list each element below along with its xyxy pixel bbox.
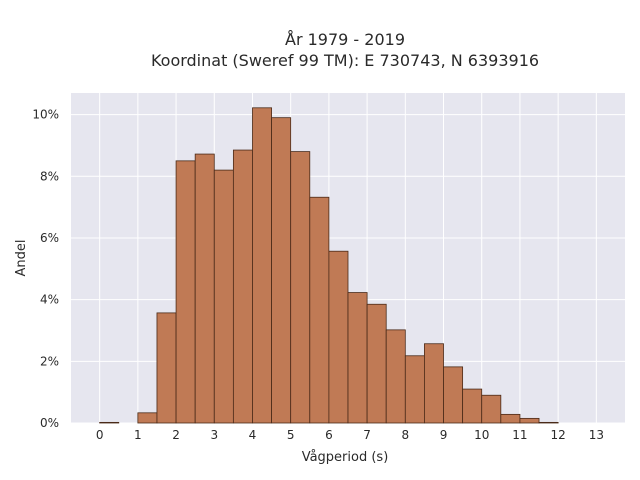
x-tick-label: 8 bbox=[401, 428, 409, 442]
x-tick-label: 3 bbox=[210, 428, 218, 442]
y-tick-label: 0% bbox=[40, 416, 59, 430]
histogram-bar bbox=[175, 160, 196, 424]
x-tick-label: 0 bbox=[96, 428, 104, 442]
histogram-bar bbox=[232, 149, 253, 424]
histogram-bar bbox=[156, 312, 177, 424]
histogram-bar bbox=[252, 107, 272, 424]
x-tick-label: 5 bbox=[287, 428, 295, 442]
histogram-bar bbox=[194, 153, 215, 424]
histogram-bar bbox=[366, 303, 387, 424]
histogram-bar bbox=[347, 292, 368, 424]
y-axis-ticks: 0% 2% 4% 6% 8% 10% bbox=[32, 108, 59, 430]
x-tick-label: 12 bbox=[550, 428, 565, 442]
bars bbox=[99, 107, 559, 424]
histogram-bar bbox=[309, 196, 330, 424]
chart-title-line-2: Koordinat (Sweref 99 TM): E 730743, N 63… bbox=[151, 51, 539, 70]
histogram-bar bbox=[137, 412, 158, 424]
x-axis-ticks: 0 1 2 3 4 5 6 7 8 9 10 11 12 13 bbox=[96, 428, 604, 442]
x-tick-label: 11 bbox=[512, 428, 527, 442]
y-axis-label: Andel bbox=[14, 240, 29, 277]
x-axis-label: Vågperiod (s) bbox=[302, 450, 389, 465]
histogram-bar bbox=[404, 355, 425, 424]
x-tick-label: 10 bbox=[474, 428, 489, 442]
x-tick-label: 9 bbox=[440, 428, 448, 442]
y-tick-label: 6% bbox=[40, 231, 59, 245]
histogram-bar bbox=[99, 421, 120, 424]
histogram-bar bbox=[424, 343, 444, 424]
histogram-bar bbox=[519, 417, 540, 424]
x-tick-label: 4 bbox=[249, 428, 257, 442]
histogram-bar bbox=[385, 329, 406, 424]
histogram-bar bbox=[443, 366, 464, 424]
histogram-bar bbox=[481, 394, 502, 424]
histogram-bar bbox=[500, 413, 521, 424]
histogram-bar bbox=[328, 250, 349, 424]
histogram-bar bbox=[538, 421, 559, 424]
histogram-bar bbox=[271, 117, 292, 424]
histogram-bar bbox=[213, 169, 234, 424]
x-tick-label: 2 bbox=[172, 428, 180, 442]
y-tick-label: 2% bbox=[40, 354, 59, 368]
y-tick-label: 10% bbox=[32, 108, 59, 122]
histogram-bar bbox=[462, 388, 483, 424]
x-tick-label: 1 bbox=[134, 428, 142, 442]
y-tick-label: 4% bbox=[40, 293, 59, 307]
x-tick-label: 6 bbox=[325, 428, 333, 442]
chart-title-line-1: År 1979 - 2019 bbox=[285, 30, 405, 49]
x-tick-label: 7 bbox=[363, 428, 371, 442]
x-tick-label: 13 bbox=[589, 428, 604, 442]
histogram-bar bbox=[290, 151, 311, 424]
y-tick-label: 8% bbox=[40, 169, 59, 183]
